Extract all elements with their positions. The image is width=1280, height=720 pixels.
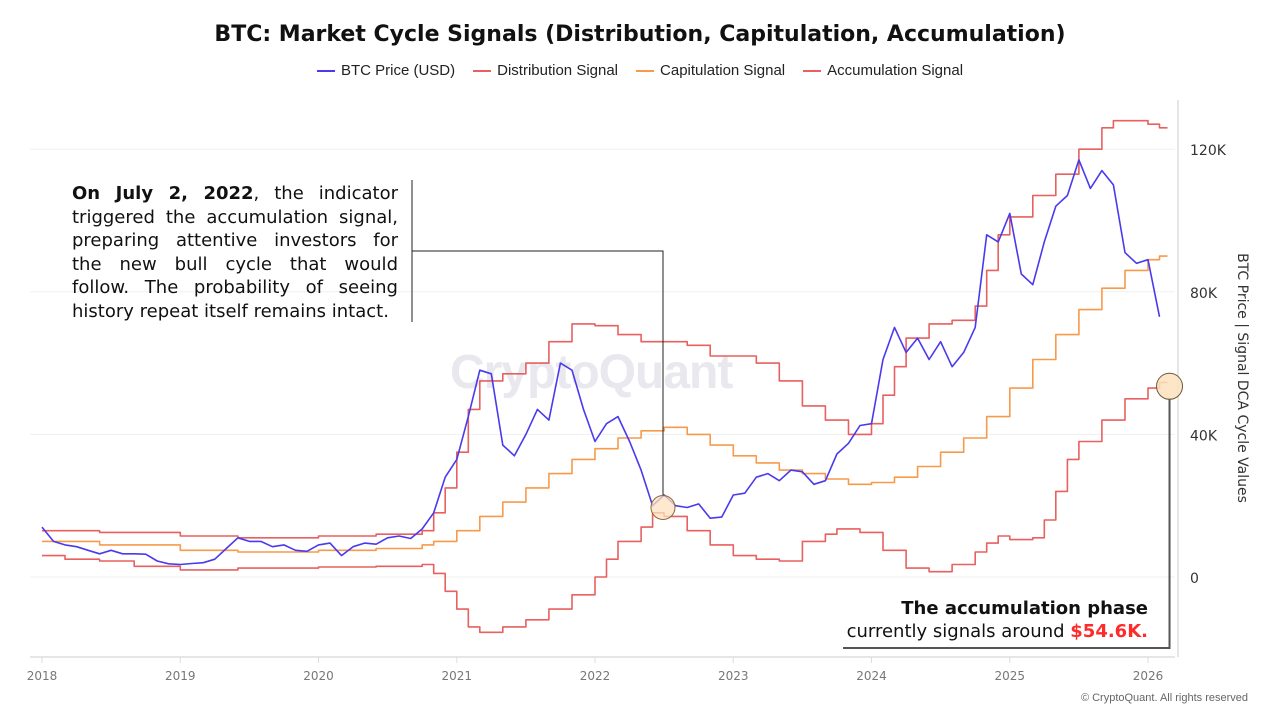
series-accumulation-signal [42,381,1168,634]
watermark: CryptoQuant [450,346,733,399]
legend-swatch [803,69,822,72]
marker-circle [1156,372,1184,400]
legend-swatch [473,69,492,72]
x-tick-label: 2020 [303,669,334,683]
legend-label: Capitulation Signal [660,62,786,79]
x-tick-label: 2018 [27,669,58,683]
legend-item[interactable]: BTC Price (USD) [316,62,456,79]
series-distribution-signal [42,119,1168,539]
legend-item[interactable]: Accumulation Signal [803,62,963,79]
y-tick-label: 80K [1190,286,1218,302]
annotation-right-text: currently signals around $54.6K. [847,620,1148,643]
chart-title: BTC: Market Cycle Signals (Distribution,… [214,22,1066,47]
legend-swatch [636,69,655,72]
y-axis-title: BTC Price | Signal DCA Cycle Values [1234,253,1250,503]
marker-circle [650,494,676,520]
x-tick-label: 2024 [856,669,887,683]
y-tick-label: 0 [1190,571,1199,587]
annotation-right-connector [843,398,1171,649]
x-tick-label: 2025 [994,669,1025,683]
legend-label: BTC Price (USD) [340,62,456,79]
x-tick-label: 2022 [580,669,611,683]
annotation-right: The accumulation phase currently signals… [847,597,1148,643]
legend-item[interactable]: Capitulation Signal [636,62,785,79]
series-capitulation-signal [42,255,1168,553]
annotation-left-connector [412,250,664,496]
x-tick-label: 2021 [441,669,472,683]
annotation-right-desc: currently signals around [846,621,1071,642]
x-tick-label: 2026 [1133,669,1164,683]
y-tick-label: 120K [1190,143,1227,159]
legend-label: Distribution Signal [497,62,619,79]
series-btc-price-usd [41,159,1161,566]
annotation-right-value: $54.6K. [1070,621,1148,642]
legend-swatch [316,69,335,72]
legend: BTC Price (USD) Distribution Signal Capitu… [0,62,1280,79]
copyright: © CryptoQuant. All rights reserved [1080,692,1248,704]
annotation-left: On July 2, 2022, the indicator triggered… [72,182,398,323]
x-tick-label: 2023 [718,669,749,683]
annotation-right-title: The accumulation phase [901,598,1148,619]
legend-label: Accumulation Signal [827,62,964,79]
y-tick-label: 40K [1190,428,1218,444]
x-tick-label: 2019 [165,669,196,683]
annotation-left-date: On July 2, 2022 [72,183,254,204]
legend-item[interactable]: Distribution Signal [473,62,618,79]
annotation-left-text: , the indicator triggered the accumulati… [72,183,398,322]
